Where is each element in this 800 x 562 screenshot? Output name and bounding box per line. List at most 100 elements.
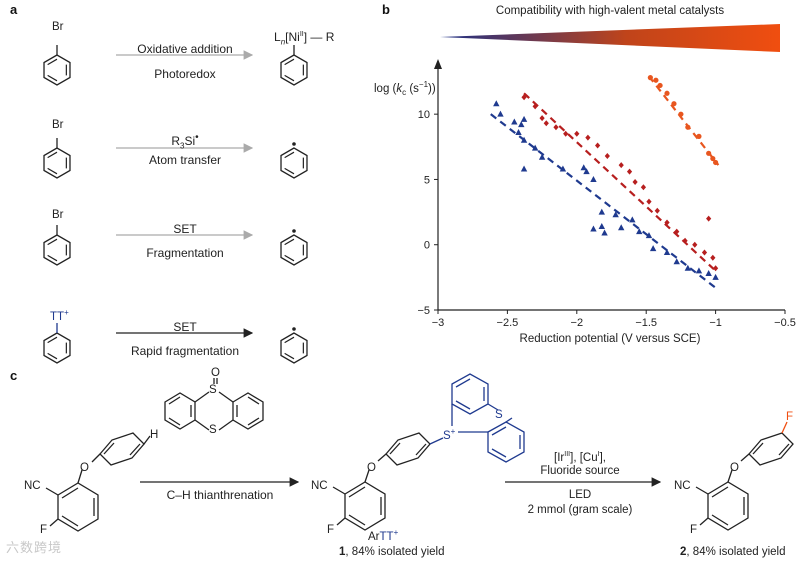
data-point [664,219,670,226]
data-point [629,216,636,223]
data-point [674,228,680,235]
cu-sup: I [597,451,600,458]
row3-top-label: SET [173,222,197,236]
data-point [684,264,692,271]
panel-a-structures [43,45,308,364]
data-points [493,75,719,280]
data-point [580,164,587,171]
data-point [583,168,590,175]
panel-label-c: c [10,368,18,383]
close-text: ], [599,451,606,464]
nc-1: NC [311,480,328,492]
trend-lines [490,75,720,289]
radical-dot [292,327,296,331]
cu-text: ], [Cu [570,451,598,464]
step1-label: C–H thianthrenation [166,488,274,502]
panel-c-structures [45,373,794,532]
data-point [685,124,691,130]
data-point [706,215,712,222]
data-point [664,90,670,96]
nc-sm: NC [24,480,41,492]
data-point [713,265,719,272]
benzene-ring [43,54,71,86]
br-label-2: Br [52,119,64,131]
data-point [682,237,688,244]
step2-bottom2: 2 mmol (gram scale) [527,504,633,516]
compound-2-yield-text: , 84% isolated yield [686,546,786,558]
data-point [712,273,719,280]
benzene-ring [280,234,308,266]
data-point [539,115,545,122]
data-point [640,184,647,191]
ni-close: ] [303,30,308,44]
radical-dot [292,229,296,233]
trend-line-2 [523,92,717,272]
row2-top-label: R3Si• [171,132,199,151]
compatibility-gradient-bar [440,24,780,52]
chart-ticks: −3 −2.5 −2 −1.5 −1 −0.5 10 5 0 −5 [417,109,795,329]
y-tick-label: 0 [424,240,430,252]
s-plus-atom: S [443,429,451,442]
panel-label-b: b [382,2,390,17]
benzene-ring [280,147,308,179]
ir-text: [Ir [554,451,565,464]
panel-label-a: a [10,2,18,17]
r3si-sub: 3 [180,141,185,151]
compound-1-yield: 1, 84% isolated yield [339,546,445,558]
compound-2-number: 2 [680,546,687,558]
starting-material [45,432,151,532]
benzene-ring [43,234,71,266]
benzene-ring [280,332,308,364]
ni-complex-label: Ln[NiII] — R [274,30,334,46]
data-point [612,211,619,218]
data-point [590,225,597,232]
s-plus-1: S+ [443,427,455,442]
data-point [511,118,518,125]
benzene-ring [43,332,71,364]
data-point [520,136,528,143]
data-point [695,267,703,274]
ni-r: — R [310,30,335,44]
benzene-ring [280,54,308,86]
data-point [632,179,638,186]
s-tt-top: S [495,409,503,421]
data-point [710,254,716,261]
compound-1-yield-text: , 84% isolated yield [345,546,445,558]
data-point [618,162,624,169]
data-point [563,130,569,137]
f-sm: F [40,524,48,536]
s-reagent-top: S [209,384,217,396]
data-point [647,75,653,81]
br-label-1: Br [52,21,64,33]
watermark-text: 六数跨境 [6,540,63,555]
o-reagent: O [211,367,220,379]
thianthrene-oxide [164,378,264,431]
row4-top-label: SET [173,320,197,334]
row1-top-label: Oxidative addition [137,42,233,56]
o-atom-1: O [367,462,376,474]
data-point [696,133,702,139]
compound-2-structure [695,432,794,531]
br-label-3: Br [52,209,64,221]
step2-bottom1: LED [568,489,592,501]
data-point [673,258,680,265]
step2-line2: Fluoride source [540,465,620,477]
x-tick-label: −2 [571,317,584,329]
rate-vs-potential-chart: −3 −2.5 −2 −1.5 −1 −0.5 10 5 0 −5 [417,59,796,329]
ni-ox: II [299,31,304,38]
f-1: F [327,524,335,536]
data-point [590,175,597,182]
row3-bottom-label: Fragmentation [146,246,224,260]
x-tick-label: −1 [709,317,722,329]
tt-label: TT+ [50,308,69,323]
x-tick-label: −2.5 [497,317,519,329]
x-axis-label: Reduction potential (V versus SCE) [519,333,701,345]
data-point [543,120,549,127]
data-point [626,168,633,175]
x-tick-label: −3 [432,317,445,329]
data-point [515,128,522,135]
r3si-rest: Si [184,134,196,148]
h-atom: H [150,429,159,441]
f-orange-2: F [786,411,794,423]
data-point [532,103,538,110]
